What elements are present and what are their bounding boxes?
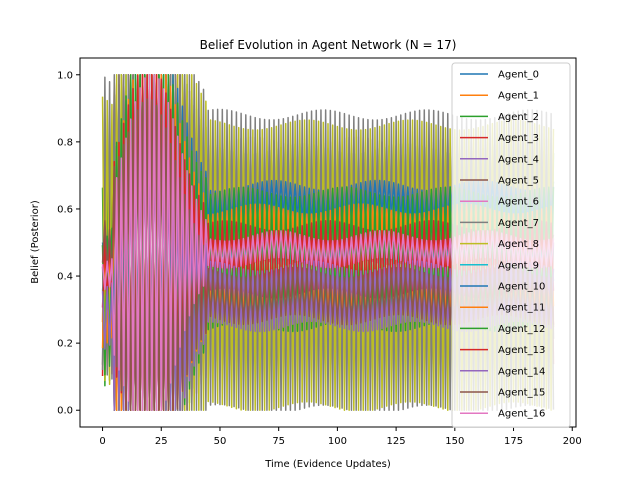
legend-box: [451, 62, 571, 428]
legend-label: Agent_4: [498, 154, 539, 165]
y-tick-label: 1.0: [57, 70, 73, 81]
chart-title: Belief Evolution in Agent Network (N = 1…: [200, 38, 457, 52]
y-tick-label: 0.6: [57, 204, 73, 215]
y-tick-label: 0.0: [57, 406, 73, 417]
legend-label: Agent_2: [498, 112, 539, 123]
legend: Agent_0 Agent_1 Agent_2 Agent_3 Agent_4 Agent…: [451, 62, 571, 428]
legend-label: Agent_11: [498, 303, 545, 314]
legend-label: Agent_1: [498, 91, 539, 102]
x-tick-label: 200: [563, 436, 582, 447]
x-axis-label: Time (Evidence Updates): [264, 459, 391, 470]
x-tick-label: 125: [387, 436, 406, 447]
y-tick-label: 0.8: [57, 137, 73, 148]
legend-label: Agent_14: [498, 366, 545, 377]
x-tick-label: 75: [272, 436, 285, 447]
legend-label: Agent_8: [498, 239, 539, 250]
legend-label: Agent_5: [498, 176, 539, 187]
x-tick-label: 175: [504, 436, 523, 447]
y-axis-label: Belief (Posterior): [30, 200, 41, 284]
x-tick-label: 25: [155, 436, 168, 447]
legend-label: Agent_10: [498, 282, 545, 293]
legend-label: Agent_7: [498, 218, 539, 229]
x-tick-label: 150: [445, 436, 464, 447]
legend-label: Agent_12: [498, 324, 545, 335]
legend-label: Agent_6: [498, 197, 539, 208]
legend-label: Agent_3: [498, 133, 539, 144]
legend-label: Agent_9: [498, 260, 539, 271]
y-axis: 0.0 0.2 0.4 0.6 0.8 1.0: [57, 70, 80, 417]
legend-label: Agent_16: [498, 409, 545, 420]
y-tick-label: 0.2: [57, 339, 73, 350]
x-tick-label: 0: [99, 436, 105, 447]
x-axis: 0 25 50 75 100 125 150 175 200: [99, 427, 582, 447]
legend-label: Agent_13: [498, 345, 545, 356]
legend-label: Agent_15: [498, 388, 545, 399]
x-tick-label: 50: [214, 436, 227, 447]
x-tick-label: 100: [328, 436, 347, 447]
y-tick-label: 0.4: [57, 272, 73, 283]
plot-frame: [79, 57, 577, 428]
legend-label: Agent_0: [498, 70, 539, 81]
